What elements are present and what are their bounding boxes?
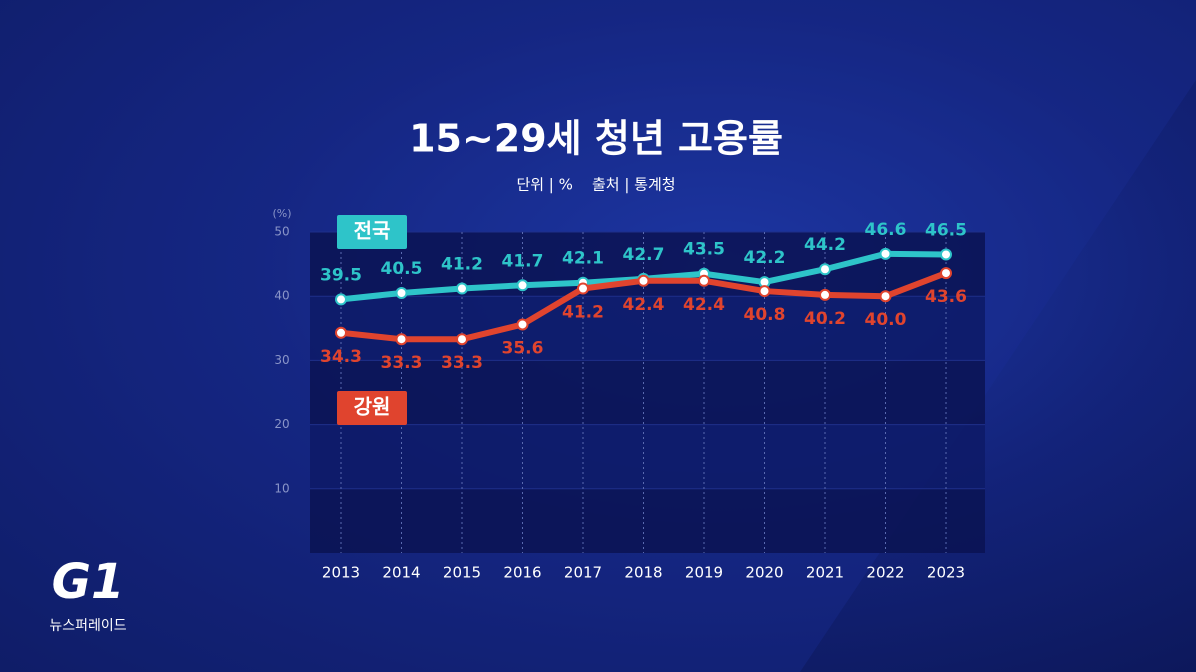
data-point xyxy=(758,285,771,298)
data-label: 35.6 xyxy=(502,338,544,358)
data-label: 42.4 xyxy=(623,295,665,315)
data-label: 42.1 xyxy=(562,249,604,269)
data-label: 33.3 xyxy=(381,353,423,373)
chart-title: 15~29세 청년 고용률 xyxy=(409,117,783,161)
data-point xyxy=(637,274,650,287)
logo-program: 뉴스퍼레이드 xyxy=(49,618,126,634)
y-unit: (%) xyxy=(272,207,291,220)
data-label: 39.5 xyxy=(320,265,362,285)
grid-band xyxy=(310,424,985,489)
y-tick-label: 50 xyxy=(274,225,289,239)
data-label: 42.2 xyxy=(744,248,786,268)
data-point xyxy=(335,293,347,306)
legend-label: 강원 xyxy=(354,395,391,419)
data-label: 40.8 xyxy=(744,305,786,325)
data-label: 34.3 xyxy=(320,347,362,367)
data-point xyxy=(456,282,468,295)
data-label: 41.2 xyxy=(441,254,483,274)
legend-label: 전국 xyxy=(354,219,391,243)
data-label: 42.7 xyxy=(623,245,665,265)
data-point xyxy=(456,333,468,346)
data-label: 40.5 xyxy=(381,259,423,279)
grid-band xyxy=(310,488,985,553)
y-tick-label: 20 xyxy=(274,417,289,431)
y-tick-label: 30 xyxy=(274,353,289,367)
data-label: 44.2 xyxy=(804,235,846,255)
data-point xyxy=(879,247,892,260)
data-label: 41.7 xyxy=(502,251,544,271)
data-point xyxy=(335,326,347,339)
data-label: 33.3 xyxy=(441,353,483,373)
y-tick-label: 10 xyxy=(274,481,289,495)
x-tick-label: 2013 xyxy=(322,564,360,582)
x-tick-label: 2016 xyxy=(503,564,541,582)
data-point xyxy=(819,288,831,301)
legend-badge xyxy=(337,391,407,425)
data-point xyxy=(516,279,529,292)
data-point xyxy=(940,267,952,280)
y-tick-label: 40 xyxy=(274,289,289,303)
data-label: 46.5 xyxy=(925,220,967,240)
data-point xyxy=(698,274,710,287)
chart-subtitle: 단위 | % 출처 | 통계청 xyxy=(516,176,675,194)
x-tick-label: 2014 xyxy=(382,564,420,582)
data-point xyxy=(577,282,589,295)
data-label: 40.0 xyxy=(865,310,907,330)
data-label: 40.2 xyxy=(804,309,846,329)
x-tick-label: 2023 xyxy=(927,564,965,582)
x-tick-label: 2018 xyxy=(624,564,662,582)
x-tick-label: 2019 xyxy=(685,564,723,582)
x-tick-label: 2021 xyxy=(806,564,844,582)
data-point xyxy=(395,333,408,346)
data-point xyxy=(395,286,408,299)
data-label: 43.6 xyxy=(925,287,967,307)
data-label: 41.2 xyxy=(562,302,604,322)
x-tick-label: 2017 xyxy=(564,564,602,582)
x-tick-label: 2015 xyxy=(443,564,481,582)
data-point xyxy=(879,290,892,303)
x-tick-label: 2022 xyxy=(866,564,904,582)
data-label: 43.5 xyxy=(683,240,725,260)
x-tick-label: 2020 xyxy=(745,564,783,582)
data-point xyxy=(516,318,529,331)
data-label: 42.4 xyxy=(683,295,725,315)
grid-band xyxy=(310,296,985,361)
grid-band xyxy=(310,360,985,425)
grid-band xyxy=(310,232,985,297)
data-point xyxy=(819,263,831,276)
legend-badge xyxy=(337,215,407,249)
logo-mark: G1 xyxy=(52,554,125,610)
data-label: 46.6 xyxy=(865,220,907,240)
data-point xyxy=(940,248,952,261)
